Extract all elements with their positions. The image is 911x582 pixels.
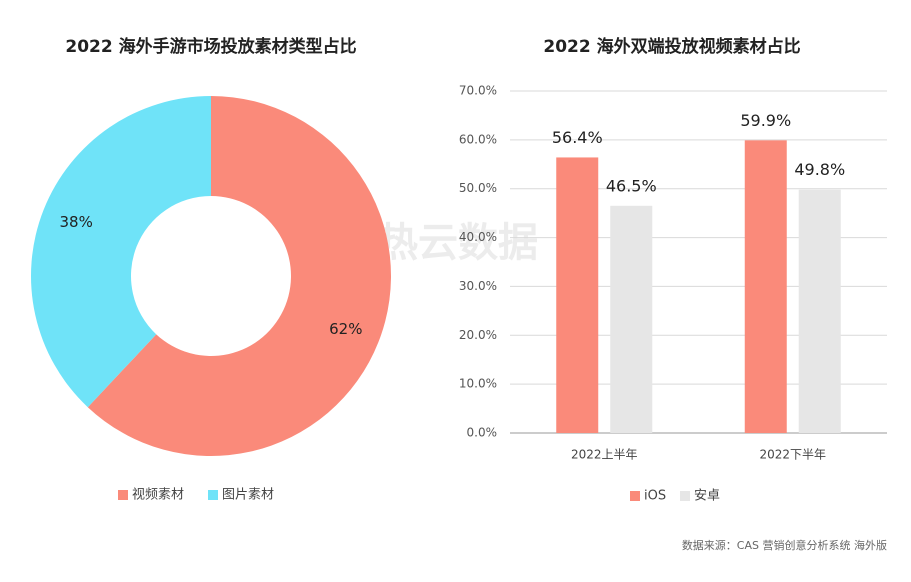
watermark: 热云数据 [378, 220, 538, 266]
y-tick-label: 40.0% [459, 230, 497, 244]
data-label: 62% [329, 320, 362, 338]
data-label: 59.9% [740, 111, 791, 130]
data-label: 56.4% [552, 128, 603, 147]
x-tick-label: 2022下半年 [759, 448, 826, 462]
bar [798, 189, 841, 433]
source: 数据来源：CAS 营销创意分析系统 海外版 [682, 538, 887, 552]
data-label: 49.8% [794, 160, 845, 179]
chart-title: 2022 海外双端投放视频素材占比 [543, 36, 800, 57]
y-tick-label: 50.0% [459, 181, 497, 195]
donut-slice [31, 95, 211, 408]
legend-swatch [630, 491, 640, 501]
legend-label: 图片素材 [222, 488, 274, 503]
bar [610, 205, 653, 433]
y-tick-label: 20.0% [459, 328, 497, 342]
y-tick-label: 0.0% [467, 426, 498, 440]
legend-swatch [680, 491, 690, 501]
legend-swatch [118, 490, 128, 500]
legend-swatch [208, 490, 218, 500]
y-tick-label: 70.0% [459, 84, 497, 98]
bar [744, 140, 787, 434]
legend-label: iOS [644, 489, 666, 504]
data-label: 46.5% [606, 176, 657, 195]
chart-title: 2022 海外手游市场投放素材类型占比 [65, 36, 356, 57]
donut-slice [87, 96, 391, 456]
legend-label: 安卓 [694, 489, 720, 504]
y-tick-label: 30.0% [459, 279, 497, 293]
data-label: 38% [60, 213, 93, 231]
y-tick-label: 10.0% [459, 377, 497, 391]
x-tick-label: 2022上半年 [571, 448, 638, 462]
y-tick-label: 60.0% [459, 132, 497, 146]
bar [556, 157, 599, 433]
legend-label: 视频素材 [132, 488, 184, 503]
